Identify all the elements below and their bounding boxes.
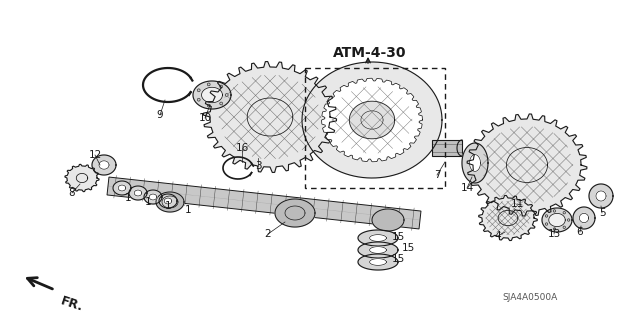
Polygon shape: [579, 213, 589, 223]
Polygon shape: [193, 81, 231, 109]
Polygon shape: [149, 194, 157, 200]
Polygon shape: [467, 114, 587, 216]
Polygon shape: [156, 192, 184, 212]
Circle shape: [545, 223, 548, 225]
Polygon shape: [129, 186, 147, 200]
Text: 1: 1: [145, 197, 151, 207]
Polygon shape: [358, 230, 398, 246]
Circle shape: [553, 228, 556, 230]
Polygon shape: [372, 209, 404, 231]
Polygon shape: [159, 194, 177, 208]
Polygon shape: [370, 235, 387, 241]
Polygon shape: [548, 213, 565, 226]
FancyBboxPatch shape: [432, 140, 462, 156]
Text: 14: 14: [460, 183, 474, 193]
Text: 15: 15: [392, 232, 404, 242]
Polygon shape: [542, 208, 572, 232]
Polygon shape: [370, 247, 387, 253]
Circle shape: [563, 211, 566, 214]
Text: 6: 6: [577, 227, 583, 237]
Polygon shape: [470, 155, 481, 171]
Polygon shape: [358, 254, 398, 270]
Text: 1: 1: [125, 193, 131, 203]
Circle shape: [197, 89, 200, 92]
Polygon shape: [65, 164, 99, 192]
Polygon shape: [573, 207, 595, 229]
Text: 15: 15: [392, 254, 404, 264]
Text: FR.: FR.: [59, 294, 85, 314]
Text: 1: 1: [164, 201, 172, 211]
Polygon shape: [275, 199, 315, 227]
Polygon shape: [164, 198, 172, 204]
Text: 12: 12: [88, 150, 102, 160]
Polygon shape: [358, 242, 398, 258]
Text: 4: 4: [495, 231, 501, 241]
Circle shape: [220, 85, 223, 88]
Circle shape: [220, 102, 223, 105]
Text: 8: 8: [68, 188, 76, 198]
Circle shape: [553, 210, 556, 212]
Polygon shape: [144, 190, 162, 204]
Text: 7: 7: [434, 170, 440, 180]
Text: SJA4A0500A: SJA4A0500A: [502, 293, 557, 302]
Circle shape: [563, 226, 566, 228]
Text: 16: 16: [236, 143, 248, 153]
Polygon shape: [204, 62, 337, 173]
Polygon shape: [462, 143, 488, 183]
Text: 11: 11: [510, 199, 524, 209]
Polygon shape: [596, 191, 606, 201]
Polygon shape: [302, 62, 442, 178]
Polygon shape: [589, 184, 613, 208]
Polygon shape: [202, 87, 223, 103]
Polygon shape: [113, 181, 131, 195]
Text: 3: 3: [255, 161, 261, 171]
Text: ATM-4-30: ATM-4-30: [333, 46, 407, 60]
Polygon shape: [118, 185, 126, 191]
Text: 2: 2: [265, 229, 271, 239]
Polygon shape: [107, 177, 421, 229]
Text: 10: 10: [198, 113, 212, 123]
Polygon shape: [322, 78, 422, 162]
Text: 1: 1: [185, 205, 191, 215]
Text: 13: 13: [547, 229, 561, 239]
Circle shape: [197, 98, 200, 101]
Polygon shape: [92, 155, 116, 175]
Text: 15: 15: [401, 243, 415, 253]
Text: 9: 9: [157, 110, 163, 120]
Polygon shape: [134, 190, 142, 196]
Circle shape: [207, 83, 210, 86]
Circle shape: [568, 219, 570, 221]
Text: 5: 5: [598, 208, 605, 218]
Polygon shape: [349, 101, 395, 139]
Circle shape: [225, 93, 228, 96]
Polygon shape: [99, 161, 109, 169]
Polygon shape: [370, 259, 387, 265]
Circle shape: [545, 215, 548, 217]
Polygon shape: [479, 196, 538, 241]
Circle shape: [207, 104, 210, 107]
